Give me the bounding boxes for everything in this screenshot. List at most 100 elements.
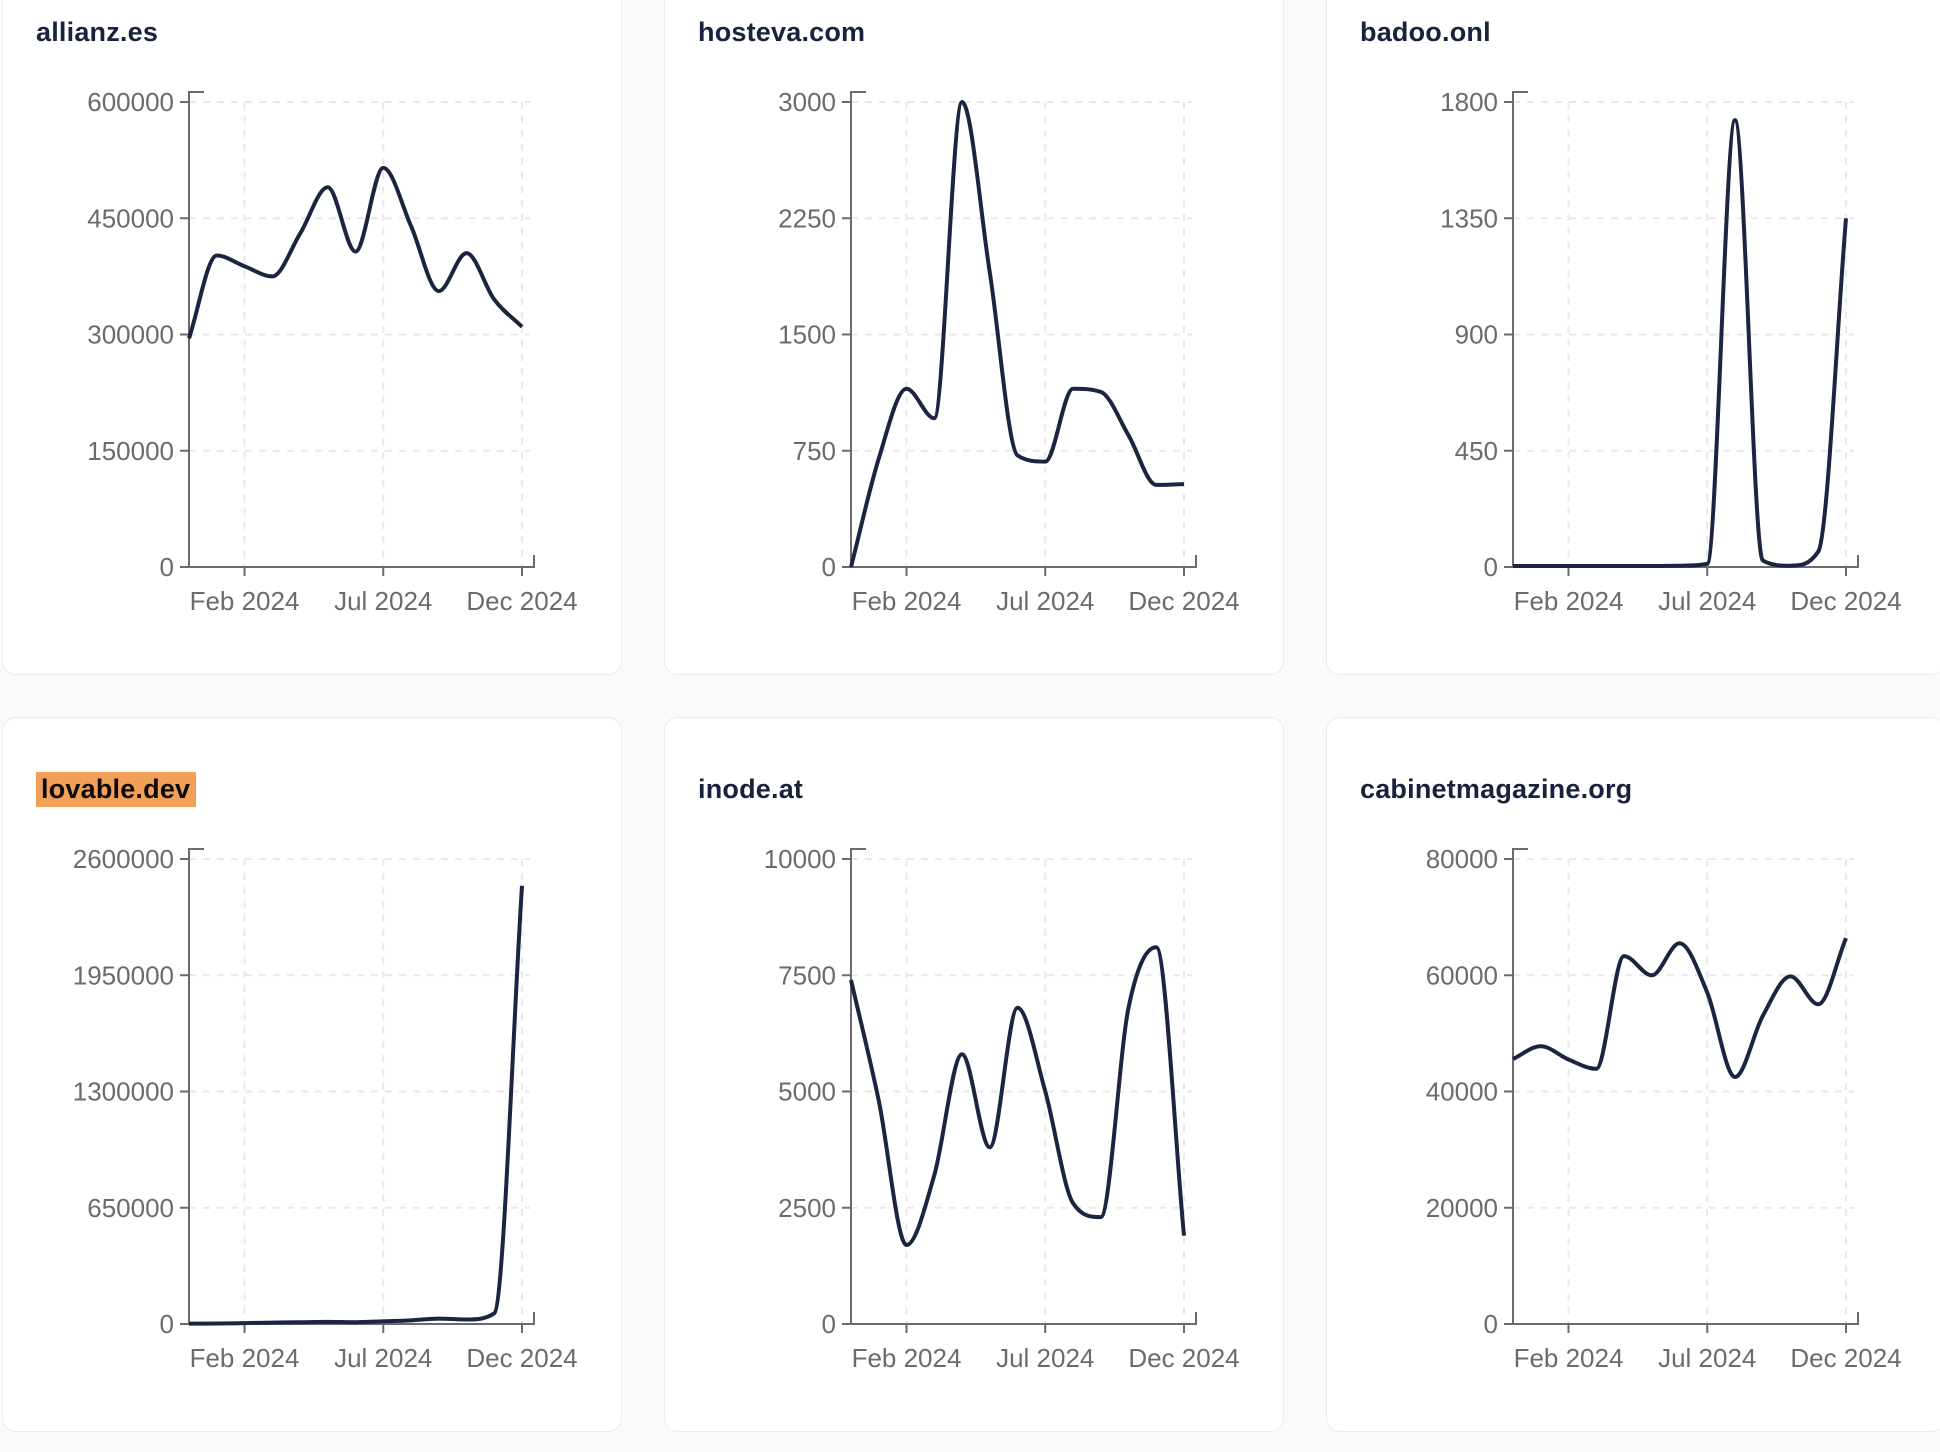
svg-text:0: 0 [160,552,174,582]
svg-text:750: 750 [793,436,836,466]
svg-text:Feb 2024: Feb 2024 [190,586,300,616]
chart-title-text: allianz.es [36,17,159,47]
y-axis-labels: 0 20000 40000 60000 80000 [1426,844,1498,1339]
series-line [1512,937,1848,1079]
grid-lines [851,858,1192,1324]
series-line [849,100,1185,568]
svg-text:10000: 10000 [764,844,836,874]
svg-text:3000: 3000 [778,87,836,117]
svg-text:2600000: 2600000 [73,844,174,874]
chart-card: cabinetmagazine.org 0 20000 40000 60000 8000… [1326,717,1940,1432]
svg-text:Dec 2024: Dec 2024 [1128,1343,1239,1373]
svg-text:Feb 2024: Feb 2024 [1514,586,1624,616]
line-chart: 0 2500 5000 7500 10000 Feb 2024 Jul 2024 Dec 20… [665,718,1283,1431]
svg-text:60000: 60000 [1426,960,1498,990]
grid-lines [851,101,1192,567]
axes [180,848,535,1333]
x-axis-labels: Feb 2024 Jul 2024 Dec 2024 [190,1343,578,1373]
svg-text:1350: 1350 [1440,203,1498,233]
svg-text:Jul 2024: Jul 2024 [996,1343,1094,1373]
chart-title-text: cabinetmagazine.org [1360,774,1633,804]
grid-lines [1513,858,1854,1324]
series-line [188,885,524,1326]
chart-svg: 0 650000 1300000 1950000 2600000 Feb 2024 Jul … [73,844,578,1373]
svg-text:450000: 450000 [87,203,174,233]
svg-text:Dec 2024: Dec 2024 [1790,1343,1901,1373]
svg-text:650000: 650000 [87,1193,174,1223]
svg-text:0: 0 [822,1309,836,1339]
x-axis-labels: Feb 2024 Jul 2024 Dec 2024 [852,1343,1240,1373]
chart-title-text: hosteva.com [698,17,866,47]
chart-card: lovable.dev 0 650000 1300000 1950000 2600000… [2,717,622,1432]
svg-text:Jul 2024: Jul 2024 [1658,1343,1756,1373]
grid-lines [1513,101,1854,567]
chart-title: allianz.es [36,17,158,48]
svg-text:0: 0 [1484,1309,1498,1339]
axes [1504,848,1859,1333]
line-chart: 0 150000 300000 450000 600000 Feb 2024 Jul 202… [3,0,621,674]
svg-text:1950000: 1950000 [73,960,174,990]
x-axis-labels: Feb 2024 Jul 2024 Dec 2024 [190,586,578,616]
svg-text:Jul 2024: Jul 2024 [996,586,1094,616]
grid-lines [189,858,530,1324]
svg-text:80000: 80000 [1426,844,1498,874]
svg-text:2500: 2500 [778,1193,836,1223]
grid-lines [189,101,530,567]
chart-title: badoo.onl [1360,17,1491,48]
series-line [1513,118,1848,569]
svg-text:150000: 150000 [87,436,174,466]
chart-svg: 0 2500 5000 7500 10000 Feb 2024 Jul 2024 Dec 20… [764,844,1240,1373]
svg-text:20000: 20000 [1426,1193,1498,1223]
x-axis-labels: Feb 2024 Jul 2024 Dec 2024 [1514,586,1902,616]
chart-svg: 0 450 900 1350 1800 Feb 2024 Jul 2024 Dec 2024 [1440,87,1902,616]
y-axis-labels: 0 150000 300000 450000 600000 [87,87,174,582]
svg-text:900: 900 [1455,320,1498,350]
svg-text:Jul 2024: Jul 2024 [334,1343,432,1373]
line-chart: 0 450 900 1350 1800 Feb 2024 Jul 2024 Dec 2024 [1327,0,1940,674]
svg-text:0: 0 [1484,552,1498,582]
y-axis-labels: 0 650000 1300000 1950000 2600000 [73,844,174,1339]
svg-text:Feb 2024: Feb 2024 [852,1343,962,1373]
svg-text:0: 0 [822,552,836,582]
chart-card: inode.at 0 2500 5000 7500 10000 Feb 2024 Jul 2… [664,717,1284,1432]
y-axis-labels: 0 450 900 1350 1800 [1440,87,1498,582]
y-axis-labels: 0 2500 5000 7500 10000 [764,844,836,1339]
svg-text:1500: 1500 [778,320,836,350]
chart-title: lovable.dev [36,772,197,807]
svg-text:7500: 7500 [778,960,836,990]
svg-text:Jul 2024: Jul 2024 [334,586,432,616]
svg-text:600000: 600000 [87,87,174,117]
chart-svg: 0 20000 40000 60000 80000 Feb 2024 Jul 2024 Dec… [1426,844,1902,1373]
x-axis-labels: Feb 2024 Jul 2024 Dec 2024 [1514,1343,1902,1373]
svg-text:Feb 2024: Feb 2024 [190,1343,300,1373]
axes [180,91,535,576]
svg-text:Dec 2024: Dec 2024 [1128,586,1239,616]
axes [842,848,1197,1333]
series-line [187,165,524,340]
svg-text:Dec 2024: Dec 2024 [1790,586,1901,616]
svg-text:0: 0 [160,1309,174,1339]
chart-card: badoo.onl 0 450 900 1350 1800 Feb 2024 Jul 202… [1326,0,1940,675]
svg-text:2250: 2250 [778,203,836,233]
chart-title-text: inode.at [698,774,804,804]
chart-title-text: badoo.onl [1360,17,1491,47]
chart-card: hosteva.com 0 750 1500 2250 3000 Feb 2024 Jul … [664,0,1284,675]
chart-card: allianz.es 0 150000 300000 450000 600000 Feb … [2,0,622,675]
svg-text:1800: 1800 [1440,87,1498,117]
svg-text:1300000: 1300000 [73,1077,174,1107]
chart-title: inode.at [698,774,803,805]
series-line [849,945,1186,1247]
line-chart: 0 20000 40000 60000 80000 Feb 2024 Jul 2024 Dec… [1327,718,1940,1431]
x-axis-labels: Feb 2024 Jul 2024 Dec 2024 [852,586,1240,616]
chart-title: cabinetmagazine.org [1360,774,1632,805]
svg-text:300000: 300000 [87,320,174,350]
svg-text:Dec 2024: Dec 2024 [466,1343,577,1373]
line-chart: 0 750 1500 2250 3000 Feb 2024 Jul 2024 Dec 2024 [665,0,1283,674]
svg-text:Jul 2024: Jul 2024 [1658,586,1756,616]
y-axis-labels: 0 750 1500 2250 3000 [778,87,836,582]
svg-text:Dec 2024: Dec 2024 [466,586,577,616]
chart-title-text: lovable.dev [36,772,197,807]
line-chart: 0 650000 1300000 1950000 2600000 Feb 2024 Jul … [3,718,621,1431]
svg-text:5000: 5000 [778,1077,836,1107]
